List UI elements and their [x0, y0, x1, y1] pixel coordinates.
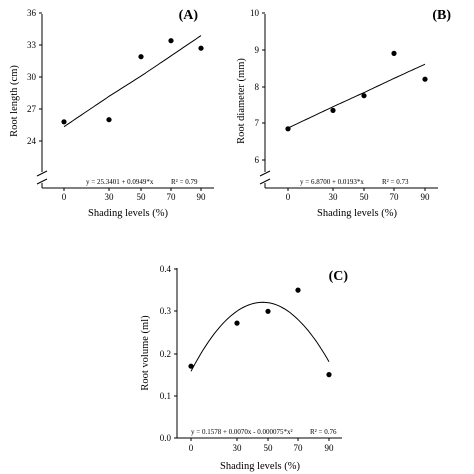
x-tick-label: 90: [421, 192, 431, 202]
y-tick-label: 9: [255, 45, 260, 55]
y-axis-label: Root diameter (mm): [236, 58, 247, 144]
y-tick-label: 0.4: [160, 264, 172, 274]
plot-area: [61, 35, 204, 128]
x-ticks: 0 30 50 70 90: [62, 188, 206, 202]
x-ticks: 0 30 50 70 90: [286, 188, 430, 202]
y-tick-label: 6: [255, 155, 260, 165]
x-tick-label: 90: [197, 192, 207, 202]
data-point: [265, 308, 271, 314]
y-tick-label: 0.2: [160, 349, 171, 359]
r-squared: R² = 0.79: [171, 178, 198, 186]
x-tick-label: 70: [167, 192, 177, 202]
fit-line: [190, 301, 330, 372]
data-point: [188, 363, 194, 369]
y-axis-label: Root volume (ml): [140, 315, 151, 391]
x-ticks: 0 30 50 70 90: [189, 438, 334, 453]
plot-area: [285, 50, 428, 132]
fit-line: [287, 63, 426, 129]
x-tick-label: 50: [360, 192, 370, 202]
x-tick-label: 50: [264, 443, 274, 453]
y-tick-label: 30: [27, 72, 37, 82]
panel-c: (C) Shading levels (%) Root volume (ml) …: [140, 264, 348, 472]
data-point: [330, 107, 336, 113]
y-ticks: 0.0 0.1 0.2 0.3 0.4: [160, 264, 177, 443]
plot-area: [188, 287, 332, 378]
x-tick-label: 70: [390, 192, 400, 202]
data-point: [422, 76, 428, 82]
x-tick-label: 30: [105, 192, 115, 202]
x-tick-label: 70: [294, 443, 304, 453]
panel-b: (B) Shading levels (%) Root diameter (mm…: [236, 8, 451, 219]
data-point: [61, 119, 67, 125]
r-squared: R² = 0.76: [310, 428, 337, 436]
y-tick-label: 33: [27, 40, 37, 50]
y-tick-label: 27: [27, 104, 37, 114]
data-point: [295, 287, 301, 293]
x-tick-label: 30: [233, 443, 243, 453]
data-point: [168, 38, 174, 44]
data-point: [106, 117, 112, 123]
x-tick-label: 0: [286, 192, 291, 202]
y-axis-break: [259, 170, 271, 185]
x-axis-label: Shading levels (%): [88, 208, 168, 219]
panel-label: (B): [432, 8, 451, 23]
data-point: [391, 50, 397, 57]
panel-label: (C): [329, 269, 349, 284]
y-tick-label: 36: [27, 8, 37, 18]
x-axis-label: Shading levels (%): [317, 208, 397, 219]
x-tick-label: 0: [62, 192, 67, 202]
x-tick-label: 30: [329, 192, 339, 202]
x-tick-label: 90: [325, 443, 335, 453]
y-tick-label: 0.3: [160, 306, 172, 316]
y-tick-label: 0.0: [160, 433, 172, 443]
fit-equation: y = 0.1578 + 0.0070x - 0.000075*x²: [191, 428, 293, 436]
data-point: [138, 54, 144, 60]
x-tick-label: 50: [137, 192, 147, 202]
panel-a: (A) Shading levels (%) Root length (cm) …: [9, 8, 214, 219]
y-tick-label: 7: [255, 118, 260, 128]
data-point: [361, 93, 367, 99]
data-point: [326, 372, 332, 378]
y-ticks: 24 27 30 33 36: [27, 8, 42, 146]
y-axis-label: Root length (cm): [9, 65, 20, 137]
y-tick-label: 10: [250, 8, 260, 18]
y-tick-label: 8: [255, 82, 260, 92]
fit-equation: y = 25.3401 + 0.0949*x: [86, 178, 154, 186]
fit-equation: y = 6.8700 + 0.0193*x: [300, 178, 364, 186]
data-point: [285, 126, 291, 132]
data-point: [198, 45, 204, 51]
data-point: [234, 320, 240, 326]
y-ticks: 6 7 8 9 10: [250, 8, 265, 165]
y-axis-break: [36, 170, 48, 185]
y-tick-label: 24: [27, 136, 37, 146]
x-axis-label: Shading levels (%): [220, 461, 300, 472]
y-tick-label: 0.1: [160, 391, 171, 401]
fit-line: [63, 35, 202, 128]
panel-label: (A): [179, 8, 199, 23]
r-squared: R² = 0.73: [382, 178, 409, 186]
x-tick-label: 0: [189, 443, 194, 453]
